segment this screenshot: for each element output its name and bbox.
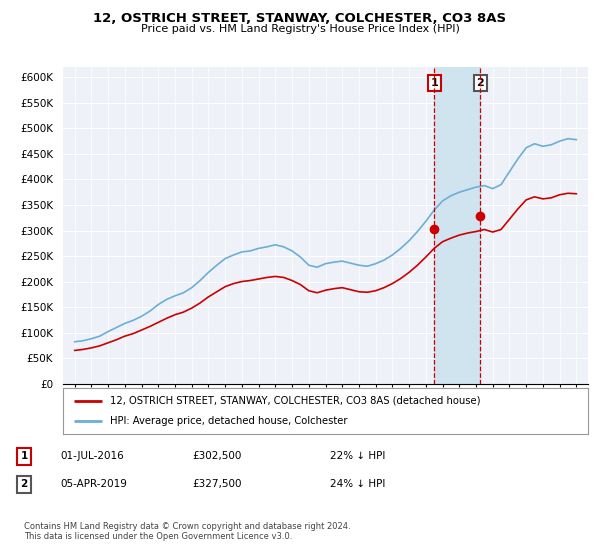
Text: 2: 2 (20, 479, 28, 489)
Text: Contains HM Land Registry data © Crown copyright and database right 2024.
This d: Contains HM Land Registry data © Crown c… (24, 522, 350, 542)
Text: 2: 2 (476, 78, 484, 88)
Text: 12, OSTRICH STREET, STANWAY, COLCHESTER, CO3 8AS: 12, OSTRICH STREET, STANWAY, COLCHESTER,… (94, 12, 506, 25)
Text: 1: 1 (430, 78, 438, 88)
Text: 05-APR-2019: 05-APR-2019 (60, 479, 127, 489)
Text: 1: 1 (20, 451, 28, 461)
Text: 01-JUL-2016: 01-JUL-2016 (60, 451, 124, 461)
Text: 22% ↓ HPI: 22% ↓ HPI (330, 451, 385, 461)
Text: £327,500: £327,500 (192, 479, 241, 489)
Text: 12, OSTRICH STREET, STANWAY, COLCHESTER, CO3 8AS (detached house): 12, OSTRICH STREET, STANWAY, COLCHESTER,… (110, 396, 481, 406)
Text: HPI: Average price, detached house, Colchester: HPI: Average price, detached house, Colc… (110, 416, 348, 426)
Bar (434, 67, 480, 384)
Text: Price paid vs. HM Land Registry's House Price Index (HPI): Price paid vs. HM Land Registry's House … (140, 24, 460, 34)
Text: £302,500: £302,500 (192, 451, 241, 461)
Text: 24% ↓ HPI: 24% ↓ HPI (330, 479, 385, 489)
